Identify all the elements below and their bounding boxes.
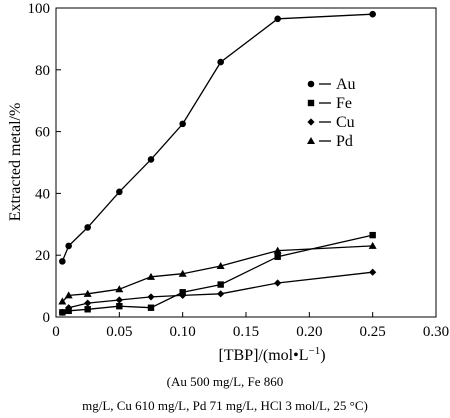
point-au [84,224,91,231]
legend-label-au: Au [336,76,356,93]
point-fe [116,302,123,310]
point-cu [179,291,187,299]
point-au [217,58,224,66]
legend-item-au: Au [307,76,356,93]
x-axis-label: [TBP]/(mol•L−1) [218,345,325,364]
series-cu [58,268,377,316]
point-au [369,10,376,18]
point-fe [217,281,224,288]
legend-label-pd: Pd [336,133,353,150]
point-cu [84,299,92,307]
y-tick-label: 0 [43,310,51,326]
y-tick-label: 20 [35,248,50,264]
x-tick-label: 0.05 [106,324,132,340]
legend-label-fe: Fe [336,95,352,112]
legend: Au Fe Cu Pd [307,76,356,150]
point-pd [273,246,282,254]
point-au [274,15,281,23]
caption-line-2: mg/L, Cu 610 mg/L, Pd 71 mg/L, HCl 3 mol… [82,398,368,413]
y-tick-label: 40 [35,186,50,202]
point-fe [369,231,376,239]
point-cu [65,304,73,312]
x-tick-label: 0 [52,324,60,340]
series-au [59,10,376,265]
plot-frame [55,7,437,318]
legend-item-pd: Pd [307,133,353,150]
series-line-cu [61,271,373,313]
point-au [59,258,66,265]
series-line-pd [61,245,373,303]
y-tick-label: 100 [28,1,51,17]
point-cu [274,279,282,287]
x-tick-label: 0.25 [360,324,386,340]
x-tick-label: 0.20 [296,324,322,340]
caption-line-1: (Au 500 mg/L, Fe 860 [166,374,284,389]
point-au [147,156,155,163]
point-cu [147,293,155,301]
x-tick-label: 0.15 [233,324,259,340]
point-pd [58,297,67,305]
point-cu [58,308,66,316]
series-line-au [61,13,373,262]
point-au [179,120,186,128]
legend-label-cu: Cu [336,114,355,131]
point-pd [147,272,155,280]
point-fe [84,306,91,313]
y-tick-label: 80 [35,63,50,79]
point-pd [216,262,225,270]
legend-marker-fe [307,99,315,107]
series-layer [58,10,377,316]
point-fe [274,253,281,260]
legend-marker-au [307,80,315,88]
point-au [65,242,72,250]
point-cu [115,296,123,304]
x-tick-label: 0.30 [423,324,449,340]
point-pd [368,241,377,249]
point-cu [217,290,225,298]
y-axis-label: Extracted metal/% [7,103,24,222]
point-pd [64,291,73,299]
y-tick-label: 60 [35,125,50,141]
point-pd [178,269,187,277]
extraction-chart: 0 0.05 0.10 0.15 0.20 0.25 0.30 0 20 40 60 80 100 Au… [7,1,450,364]
series-pd [58,241,377,305]
series-fe [59,231,376,316]
point-pd [83,289,92,297]
point-au [116,188,123,196]
legend-marker-pd [307,137,315,144]
point-fe [147,304,155,311]
axes-ticks: 0 0.05 0.10 0.15 0.20 0.25 0.30 0 20 40 60 80 100 [28,1,450,340]
x-tick-label: 0.10 [170,324,196,340]
legend-item-fe: Fe [307,95,352,112]
legend-item-cu: Cu [307,114,355,131]
legend-marker-cu [307,118,315,126]
point-pd [115,285,124,293]
point-cu [369,268,377,276]
